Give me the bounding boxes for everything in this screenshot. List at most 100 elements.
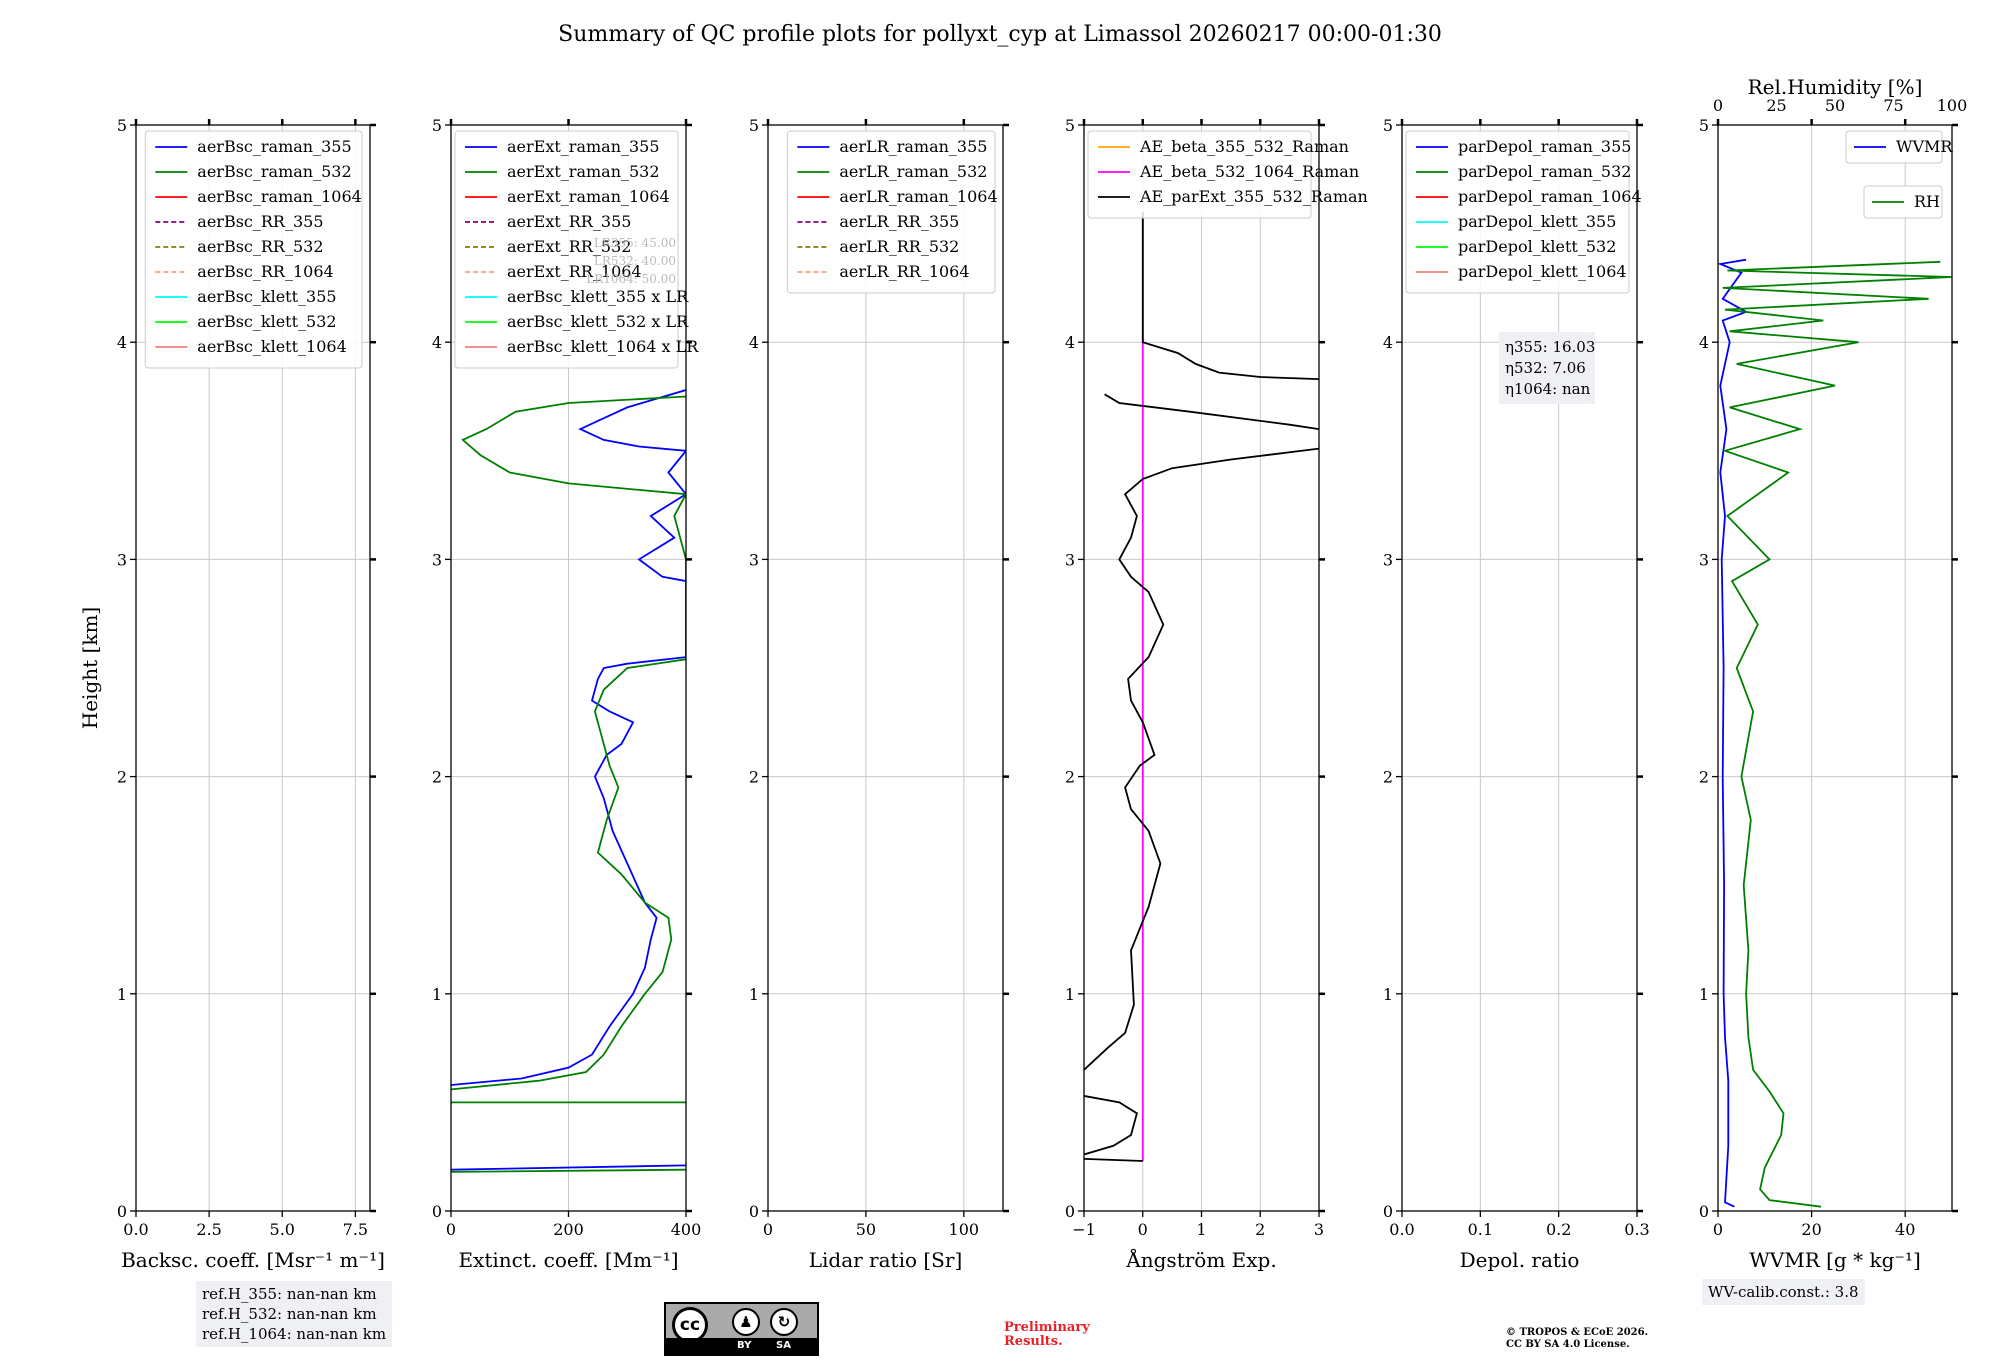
axes-frame: [1401, 124, 1638, 1212]
legend-label: aerLR_raman_532: [839, 162, 987, 181]
legend-label: aerLR_RR_355: [839, 212, 959, 231]
y-tick-label: 5: [749, 116, 759, 135]
x-tick-label: 400: [671, 1220, 702, 1239]
legend-label: WVMR: [1896, 137, 1953, 156]
top-x-tick-label: 100: [1937, 96, 1968, 115]
x-tick-label: 50: [856, 1220, 876, 1239]
x-tick-label: 100: [949, 1220, 980, 1239]
top-x-tick-label: 25: [1766, 96, 1786, 115]
series-line-aerext-raman-355-segment-ground: [451, 1164, 686, 1171]
legend-label: aerBsc_RR_1064: [197, 262, 333, 281]
series-line-aerext-raman-355: [451, 389, 686, 1086]
legend-label: parDepol_raman_1064: [1458, 187, 1642, 206]
eta-box: [1499, 332, 1595, 404]
y-tick-label: 5: [117, 116, 127, 135]
legend: WVMR RH: [1845, 130, 1953, 219]
legend-label: aerExt_raman_355: [507, 137, 660, 156]
y-tick-label: 2: [1383, 768, 1393, 787]
y-tick-label: 3: [1383, 550, 1393, 569]
legend-box: [1405, 130, 1630, 294]
y-tick-label: 3: [749, 550, 759, 569]
y-tick-label: 1: [1699, 985, 1709, 1004]
legend-label: RH: [1914, 192, 1940, 211]
y-tick-label: 2: [432, 768, 442, 787]
lr-annotation: LR355: 45.00: [594, 236, 676, 250]
figure-title: Summary of QC profile plots for pollyxt_…: [558, 22, 1442, 47]
legend-label: aerLR_RR_532: [839, 237, 959, 256]
legend-box: [1845, 130, 1943, 164]
legend-label: aerLR_raman_355: [839, 137, 987, 156]
y-tick-label: 3: [1065, 550, 1075, 569]
y-tick-label: 5: [432, 116, 442, 135]
y-tick-label: 4: [749, 333, 759, 352]
lr-annotation: LR532: 40.00: [594, 254, 676, 268]
legend-label: aerExt_raman_532: [507, 162, 660, 181]
y-tick-label: 4: [117, 333, 127, 352]
preliminary-note: Preliminary Results.: [1004, 1321, 1090, 1349]
refh-355: ref.H_355: nan-nan km: [202, 1285, 377, 1303]
series-line-ae-parext-ground: [1084, 1158, 1143, 1162]
series-group: [1084, 211, 1319, 1162]
x-tick-label: 0.1: [1468, 1220, 1493, 1239]
y-tick-label: 0: [749, 1202, 759, 1221]
lr-annotation: LR1064: 50.00: [586, 272, 676, 286]
by-person-icon: ♟: [732, 1308, 760, 1336]
legend: aerExt_raman_355 aerExt_raman_532 aerExt_r…: [454, 130, 699, 369]
legend-label: aerBsc_RR_532: [197, 237, 323, 256]
series-group: [451, 389, 686, 1173]
y-axis-label: Height [km]: [78, 607, 102, 729]
y-tick-label: 5: [1065, 116, 1075, 135]
series-line-aerext-raman-532-segment-ground: [451, 1168, 686, 1173]
series-line-ae-parext-upper-spike: [1104, 393, 1319, 430]
legend-label: aerBsc_raman_532: [197, 162, 351, 181]
y-tick-label: 2: [1065, 768, 1075, 787]
legend-label: parDepol_raman_355: [1458, 137, 1631, 156]
series-line-ae-parext-355-532-raman: [1084, 447, 1319, 1071]
panel-extinction: 0 1 2 3 4 5 0 200 400 Extinct. coeff. [Mm⁻¹] aerEx…: [432, 116, 701, 1272]
legend-label: aerExt_raman_1064: [507, 187, 670, 206]
series-line-rh: [1722, 260, 1952, 1208]
axes-frame: [767, 124, 1004, 1212]
legend: parDepol_raman_355 parDepol_raman_532 parD…: [1405, 130, 1642, 294]
preliminary-line-1: Preliminary: [1004, 1320, 1090, 1335]
copyright-note: © TROPOS & ECoE 2026. CC BY SA 4.0 Licen…: [1506, 1327, 1648, 1351]
panel-depol: 0 1 2 3 4 5 0.0 0.1 0.2 0.3 Depol. ratio parDepol_r…: [1383, 116, 1650, 1272]
legend-box: [454, 130, 679, 369]
panel-backscatter: 0 1 2 3 4 5 0.0 2.5 5.0 7.5 Backsc. coeff. [Msr⁻¹ …: [78, 116, 385, 1272]
by-label: BY: [737, 1340, 752, 1351]
y-tick-label: 2: [117, 768, 127, 787]
x-tick-label: 0: [446, 1220, 456, 1239]
legend-label: AE_parExt_355_532_Raman: [1139, 187, 1368, 206]
x-tick-label: 0.0: [123, 1220, 148, 1239]
cc-license-badge[interactable]: cc ♟ ↻ BY SA: [664, 1302, 819, 1356]
top-x-tick-label: 0: [1713, 96, 1723, 115]
y-tick-label: 4: [1383, 333, 1393, 352]
refh-532: ref.H_532: nan-nan km: [202, 1305, 377, 1323]
x-axis-label: Depol. ratio: [1460, 1248, 1580, 1272]
legend-label: parDepol_klett_532: [1458, 237, 1616, 256]
legend-label: AE_beta_355_532_Raman: [1139, 137, 1349, 156]
series-line-ae-parext-top: [1141, 211, 1319, 380]
legend-label: aerBsc_RR_355: [197, 212, 323, 231]
y-tick-label: 0: [1699, 1202, 1709, 1221]
y-tick-label: 4: [432, 333, 442, 352]
x-tick-label: 200: [553, 1220, 584, 1239]
x-tick-label: 7.5: [343, 1220, 368, 1239]
y-tick-label: 4: [1699, 333, 1709, 352]
top-x-tick-label: 75: [1883, 96, 1903, 115]
legend: AE_beta_355_532_Raman AE_beta_532_1064_Ra…: [1087, 130, 1368, 219]
cc-badge-footer: BY SA: [666, 1338, 817, 1354]
y-tick-label: 0: [1383, 1202, 1393, 1221]
legend-box: [144, 130, 363, 369]
y-tick-label: 1: [117, 985, 127, 1004]
legend: aerBsc_raman_355 aerBsc_raman_532 aerBsc_r…: [144, 130, 363, 369]
legend-label: aerBsc_klett_1064 x LR: [507, 337, 699, 356]
legend-label: aerExt_RR_532: [507, 237, 631, 256]
legend-label: parDepol_klett_355: [1458, 212, 1616, 231]
wv-calib-text: WV-calib.const.: 3.8: [1708, 1283, 1859, 1301]
y-tick-label: 3: [117, 550, 127, 569]
x-axis-label: Backsc. coeff. [Msr⁻¹ m⁻¹]: [121, 1248, 385, 1272]
x-tick-label: 40: [1895, 1220, 1915, 1239]
